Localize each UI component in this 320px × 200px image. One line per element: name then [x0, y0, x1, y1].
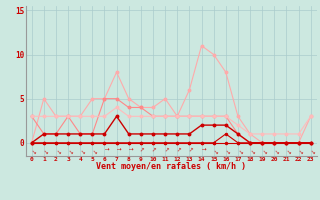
- Text: ↑: ↑: [210, 147, 217, 154]
- Text: ↑: ↑: [77, 147, 84, 154]
- Text: ↑: ↑: [247, 147, 253, 154]
- Text: ↑: ↑: [283, 147, 290, 154]
- Text: ↑: ↑: [138, 147, 144, 154]
- Text: ↑: ↑: [295, 147, 302, 154]
- Text: ↑: ↑: [40, 147, 47, 154]
- Text: ↑: ↑: [102, 147, 107, 152]
- Text: ↑: ↑: [126, 147, 131, 152]
- Text: ↑: ↑: [235, 147, 241, 154]
- Text: ↑: ↑: [174, 147, 181, 154]
- Text: ↑: ↑: [149, 147, 156, 154]
- Text: ↑: ↑: [271, 147, 278, 154]
- Text: ↑: ↑: [28, 147, 35, 154]
- Text: ↑: ↑: [199, 147, 204, 152]
- X-axis label: Vent moyen/en rafales ( km/h ): Vent moyen/en rafales ( km/h ): [96, 162, 246, 171]
- Text: ↑: ↑: [52, 147, 59, 154]
- Text: ↑: ↑: [259, 147, 266, 154]
- Text: ↑: ↑: [89, 147, 96, 154]
- Text: ↑: ↑: [222, 147, 229, 154]
- Text: ↑: ↑: [307, 147, 314, 154]
- Text: ↑: ↑: [186, 147, 193, 154]
- Text: ↑: ↑: [114, 147, 119, 152]
- Text: ↑: ↑: [162, 147, 169, 154]
- Text: ↑: ↑: [65, 147, 71, 154]
